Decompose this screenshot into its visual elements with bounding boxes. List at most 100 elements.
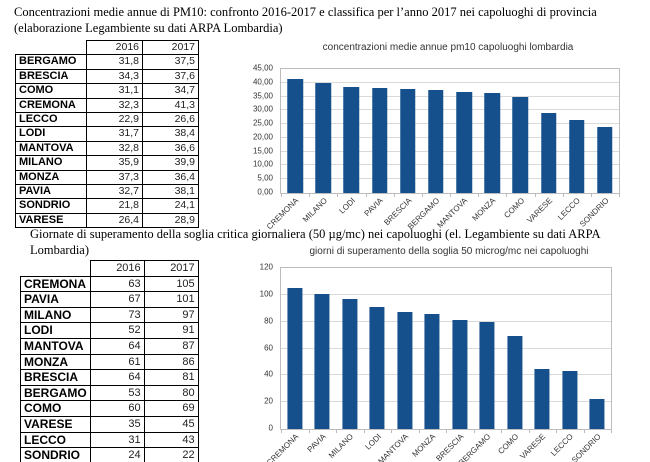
y-axis-label: 35,00 xyxy=(252,91,273,101)
y-axis-label: 100 xyxy=(259,289,273,299)
table-row: VARESE 35 45 xyxy=(20,415,199,433)
x-axis-label: MILANO xyxy=(327,432,356,461)
city-cell: LECCO xyxy=(20,431,91,449)
exceedance-days-chart: giorni di superamento della soglia 50 mi… xyxy=(250,245,622,462)
table-row: PAVIA 67 101 xyxy=(20,291,199,308)
value-2016-cell: 60 xyxy=(89,400,145,417)
value-2017-cell: 43 xyxy=(143,431,199,449)
x-axis-label: VARESE xyxy=(518,432,548,461)
city-cell: COMO xyxy=(20,400,91,417)
section1-heading: Concentrazioni medie annue di PM10: conf… xyxy=(14,5,597,35)
x-axis-label: LODI xyxy=(337,196,357,216)
table-row: MONZA 37,3 36,4 xyxy=(15,169,199,186)
exceedance-days-table: 2016 2017 CREMONA 63 105 PAVIA 67 101 MILANO 73 97… xyxy=(20,260,199,462)
x-axis-tick xyxy=(421,193,423,197)
value-2017-cell: 45 xyxy=(143,415,199,433)
value-2017-cell: 26,6 xyxy=(142,112,199,128)
city-cell: MILANO xyxy=(20,306,91,324)
table-row: MANTOVA 64 87 xyxy=(20,337,199,355)
gridline xyxy=(281,150,619,152)
value-2017-cell: 97 xyxy=(143,306,199,324)
bar-bergamo xyxy=(428,89,444,193)
city-cell: SONDRIO xyxy=(15,198,87,214)
y-axis-label: 10,00 xyxy=(252,159,273,169)
x-axis-label: MONZA xyxy=(470,196,498,223)
value-2016-cell: 52 xyxy=(89,322,145,339)
value-2016-cell: 73 xyxy=(89,306,145,324)
value-2016-cell: 53 xyxy=(89,384,145,402)
gridline xyxy=(281,81,619,83)
y-axis-label: 20,00 xyxy=(252,132,273,142)
bar-pavia xyxy=(314,293,330,429)
y-axis-label: 25,00 xyxy=(252,118,273,128)
x-axis-tick xyxy=(393,193,395,197)
value-2016-cell: 21,8 xyxy=(86,198,143,214)
gridline xyxy=(281,178,619,180)
value-2016-cell: 35,9 xyxy=(86,155,143,171)
y-axis-label: 60 xyxy=(264,343,273,352)
value-2017-cell: 69 xyxy=(143,400,199,417)
table-row: BERGAMO 31,8 37,5 xyxy=(15,54,199,70)
value-2017-cell: 28,9 xyxy=(142,212,199,229)
chart2-title: giorni di superamento della soglia 50 mi… xyxy=(309,246,589,257)
x-axis-label: SONDRIO xyxy=(577,196,611,229)
gridline xyxy=(281,109,619,111)
bar-lecco xyxy=(562,371,578,429)
x-axis-tick xyxy=(337,193,339,197)
chart1-title: concentrazioni medie annue pm10 capoluog… xyxy=(322,42,574,53)
x-axis-tick xyxy=(446,429,447,433)
bar-varese xyxy=(540,113,557,193)
table-row: MILANO 73 97 xyxy=(20,306,199,324)
value-2016-cell: 64 xyxy=(89,369,145,386)
x-axis-tick xyxy=(611,429,612,433)
chart1-plot-area xyxy=(280,68,620,197)
x-axis-tick xyxy=(528,429,530,433)
city-cell: CREMONA xyxy=(15,97,87,114)
x-axis-tick xyxy=(619,193,620,197)
bar-como xyxy=(507,336,523,429)
pm10-annual-means-table: 2016 2017 BERGAMO 31,8 37,5 BRESCIA 34,3 37,6 CO… xyxy=(15,39,199,229)
value-2017-cell: 101 xyxy=(143,291,199,308)
x-axis-tick xyxy=(309,193,311,197)
table-row: COMO 31,1 34,7 xyxy=(15,83,199,99)
y-axis-label: 0,00 xyxy=(257,187,273,197)
value-2017-cell: 80 xyxy=(143,384,199,402)
table-row: VARESE 26,4 28,9 xyxy=(15,212,199,229)
x-axis-label: COMO xyxy=(501,196,526,220)
bar-como xyxy=(512,97,529,193)
gridline xyxy=(281,401,611,403)
value-2017-cell: 36,6 xyxy=(142,140,199,157)
y-axis-label: 5,00 xyxy=(257,173,273,183)
x-axis-tick xyxy=(501,429,502,433)
x-axis-tick xyxy=(363,429,365,433)
city-cell: LODI xyxy=(15,126,87,142)
value-2017-cell: 81 xyxy=(143,369,199,386)
value-2016-cell: 31,1 xyxy=(86,83,143,99)
bar-lodi xyxy=(369,306,385,429)
x-axis-label: CREMONA xyxy=(265,196,301,232)
value-2016-cell: 67 xyxy=(89,291,145,308)
y-axis-label: 40 xyxy=(264,369,273,379)
bar-monza xyxy=(424,313,440,429)
value-2016-cell: 22,9 xyxy=(86,112,143,128)
x-axis-tick xyxy=(556,429,557,433)
x-axis-tick xyxy=(478,193,480,197)
city-cell: MANTOVA xyxy=(20,337,91,355)
x-axis-tick xyxy=(281,429,282,433)
corner-cell xyxy=(16,41,87,55)
table-row: MONZA 61 86 xyxy=(20,353,199,371)
bar-monza xyxy=(484,92,500,193)
city-cell: PAVIA xyxy=(20,291,91,308)
table-row: PAVIA 32,7 38,1 xyxy=(15,184,199,200)
bar-mantova xyxy=(397,312,413,429)
y-axis-label: 30,00 xyxy=(252,104,273,114)
x-axis-tick xyxy=(590,193,592,197)
value-2017-cell: 38,4 xyxy=(142,126,199,142)
value-2017-cell: 86 xyxy=(143,353,199,371)
table-row: SONDRIO 24 22 xyxy=(20,447,199,462)
value-2016-cell: 35 xyxy=(89,415,145,433)
table-row: MILANO 35,9 39,9 xyxy=(15,155,199,171)
city-cell: MONZA xyxy=(20,353,91,371)
bar-varese xyxy=(534,368,550,429)
